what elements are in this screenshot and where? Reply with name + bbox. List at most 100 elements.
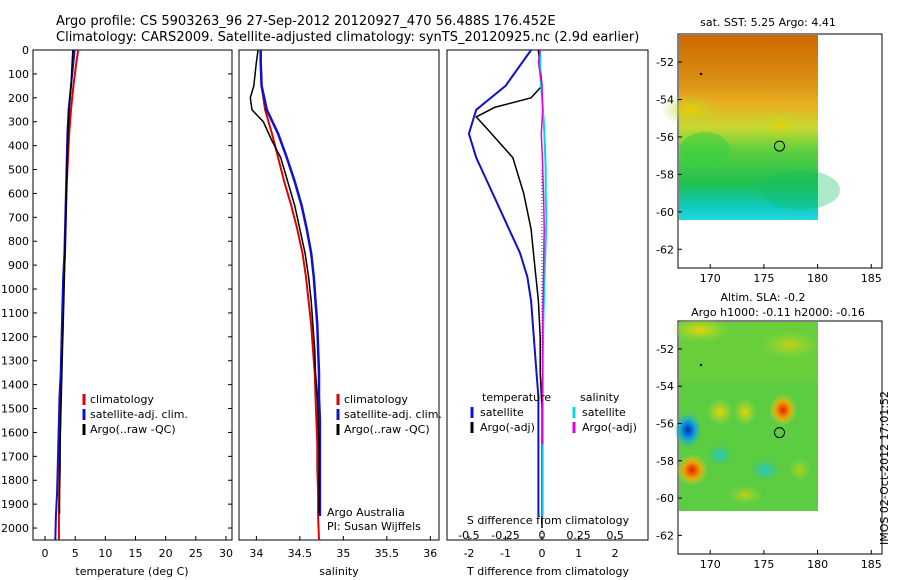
sla-map-ticks: 170 175 180 185 -52 -54 -56 -58 -60 -62: [656, 343, 882, 571]
x-tick-label: 0: [539, 547, 546, 560]
y-tick-label: 400: [8, 140, 29, 153]
argo-australia-annotation: Argo Australia: [327, 506, 405, 519]
salinity-legend: climatology satellite-adj. clim. Argo(..ra…: [336, 393, 442, 436]
difference-series-group: [467, 49, 548, 528]
y-tick-label: 2000: [1, 522, 29, 535]
y-tick-label: 200: [8, 92, 29, 105]
sla-map-panel: Altim. SLA: -0.2 Argo h1000: -0.11 h2000…: [656, 291, 883, 571]
legend-label: Argo(-adj): [480, 421, 535, 434]
top-tick-label: 0.25: [566, 529, 591, 542]
map-y-tick-label: -54: [656, 380, 674, 393]
x-tick-label: 36: [423, 547, 437, 560]
top-tick-label: 0.5: [606, 529, 624, 542]
series-line-salinity-0: [259, 50, 320, 541]
salinity-plot-frame: [238, 49, 440, 541]
legend-label: satellite-adj. clim.: [344, 408, 442, 421]
map-y-tick-label: -52: [656, 56, 674, 69]
x-tick-label: 25: [189, 547, 203, 560]
temperature-series-group: [54, 49, 80, 541]
map-x-tick-label: 180: [807, 272, 828, 285]
temperature-panel: 0 5 10 15 20 25 30 010020030040050060070080090…: [1, 44, 648, 578]
y-tick-label: 1800: [1, 474, 29, 487]
map-x-tick-label: 170: [700, 272, 721, 285]
imos-timestamp: IMOS 02-Oct-2012 17:01:52: [878, 391, 891, 545]
legend-label: satellite: [480, 406, 524, 419]
sst-heatmap: [660, 35, 840, 220]
y-tick-label: 1400: [1, 379, 29, 392]
y-tick-label: 300: [8, 116, 29, 129]
temperature-difference-x-ticks: -2 -1 0 1 2: [463, 536, 619, 560]
temperature-x-axis-label: temperature (deg C): [75, 565, 188, 578]
legend-label: climatology: [90, 393, 154, 406]
temperature-plot-frame: [32, 49, 233, 541]
sla-heatmap: [670, 318, 820, 511]
y-tick-label: 1600: [1, 426, 29, 439]
sst-map-title: sat. SST: 5.25 Argo: 4.41: [700, 16, 836, 29]
salinity-panel: 34 34.5 35 35.5 36 salinity climatology satel…: [238, 49, 442, 578]
top-tick-label: 0: [539, 529, 546, 542]
legend-label: satellite: [582, 406, 626, 419]
figure-title-line2: Climatology: CARS2009. Satellite-adjuste…: [56, 30, 639, 45]
argo-position-marker: [773, 140, 785, 152]
x-tick-label: 0: [42, 547, 49, 560]
series-line-temperature-2: [58, 49, 74, 514]
x-tick-label: 34: [249, 547, 263, 560]
sst-small-marker: [699, 72, 703, 76]
x-tick-label: 34.5: [288, 547, 313, 560]
map-y-tick-label: -60: [656, 206, 674, 219]
map-y-tick-label: -52: [656, 343, 674, 356]
series-line-salinity-1: [259, 50, 322, 517]
top-tick-label: -0.25: [491, 529, 519, 542]
map-y-tick-label: -58: [656, 455, 674, 468]
map-y-tick-label: -62: [656, 243, 674, 256]
salinity-difference-ticks: -0.5 -0.25 0 0.25 0.5: [458, 529, 624, 542]
y-tick-label: 900: [8, 259, 29, 272]
map-y-tick-label: -62: [656, 529, 674, 542]
y-tick-label: 1000: [1, 283, 29, 296]
y-tick-label: 1200: [1, 331, 29, 344]
difference-panel: -2 -1 0 1 2 -0.5 -0.25 0 0.25 0.5 S difference f…: [446, 49, 649, 578]
y-tick-label: 800: [8, 235, 29, 248]
x-tick-label: 10: [98, 547, 112, 560]
x-tick-label: 1: [575, 547, 582, 560]
sst-map-panel: sat. SST: 5.25 Argo: 4.41 170 175 180 185 -5…: [656, 16, 883, 285]
x-tick-label: -2: [463, 547, 474, 560]
temperature-x-ticks: 0 5 10 15 20 25 30: [42, 536, 233, 560]
x-tick-label: -1: [500, 547, 511, 560]
map-x-tick-label: 180: [807, 558, 828, 571]
legend-label: Argo(-adj): [582, 421, 637, 434]
map-x-tick-label: 175: [753, 558, 774, 571]
x-tick-label: 20: [159, 547, 173, 560]
sst-map-ticks: 170 175 180 185 -52 -54 -56 -58 -60 -62: [656, 56, 882, 285]
x-tick-label: 35.5: [375, 547, 400, 560]
legend-label: satellite-adj. clim.: [90, 408, 188, 421]
temperature-difference-x-axis-label: T difference from climatology: [466, 565, 629, 578]
map-x-tick-label: 185: [861, 272, 882, 285]
sla-small-marker: [699, 363, 703, 367]
series-line-difference-0: [467, 49, 540, 517]
salinity-x-axis-label: salinity: [319, 565, 359, 578]
salinity-series-group: [249, 49, 322, 541]
x-tick-label: 2: [612, 547, 619, 560]
temperature-legend: climatology satellite-adj. clim. Argo(..ra…: [82, 393, 188, 436]
y-tick-label: 1300: [1, 355, 29, 368]
y-tick-label: 100: [8, 68, 29, 81]
y-tick-label: 600: [8, 187, 29, 200]
y-tick-label: 700: [8, 211, 29, 224]
map-x-tick-label: 170: [700, 558, 721, 571]
y-tick-label: 1500: [1, 403, 29, 416]
y-tick-label: 500: [8, 164, 29, 177]
x-tick-label: 15: [129, 547, 143, 560]
map-y-tick-label: -60: [656, 492, 674, 505]
map-y-tick-label: -54: [656, 94, 674, 107]
map-y-tick-label: -56: [656, 131, 674, 144]
x-tick-label: 5: [72, 547, 79, 560]
depth-y-ticks: 0 100 200 300 400 500 600 700 800 900 1000 1100 1200…: [1, 44, 648, 535]
legend-label: Argo(..raw -QC): [344, 423, 430, 436]
series-line-difference-3: [537, 49, 545, 445]
map-x-tick-label: 185: [861, 558, 882, 571]
pi-annotation: PI: Susan Wijffels: [327, 520, 421, 533]
y-tick-label: 1700: [1, 450, 29, 463]
salinity-x-ticks: 34 34.5 35 35.5 36: [249, 536, 437, 560]
legend-label: Argo(..raw -QC): [90, 423, 176, 436]
